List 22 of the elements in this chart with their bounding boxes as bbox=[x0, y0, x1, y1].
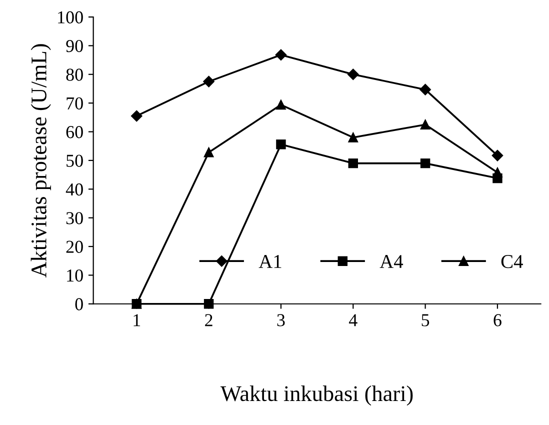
y-tick-label: 40 bbox=[66, 183, 83, 196]
x-tick-label: 3 bbox=[277, 314, 285, 326]
y-tick-label: 30 bbox=[66, 212, 83, 224]
legend-label: A1 bbox=[258, 255, 282, 268]
x-axis-title: Waktu inkubasi (hari) bbox=[220, 386, 413, 406]
x-tick-label: 2 bbox=[205, 314, 212, 326]
legend-label: A4 bbox=[380, 255, 404, 268]
y-tick-label: 0 bbox=[75, 298, 83, 310]
x-tick-label: 5 bbox=[422, 314, 430, 326]
y-tick-label: 90 bbox=[66, 40, 83, 52]
y-tick-label: 60 bbox=[66, 126, 83, 138]
x-tick-label: 4 bbox=[348, 314, 358, 326]
y-tick-label: 80 bbox=[66, 68, 83, 81]
y-tick-label: 20 bbox=[66, 240, 83, 253]
y-axis-title: Aktivitas protease (U/mL) bbox=[30, 44, 51, 278]
legend-label: C4 bbox=[501, 255, 523, 268]
y-tick-label: 100 bbox=[58, 11, 83, 24]
y-tick-label: 50 bbox=[66, 154, 83, 167]
y-tick-label: 10 bbox=[67, 269, 83, 282]
y-tick-label: 70 bbox=[66, 97, 83, 110]
x-tick-label: 6 bbox=[494, 314, 502, 326]
x-tick-label: 1 bbox=[134, 314, 140, 326]
